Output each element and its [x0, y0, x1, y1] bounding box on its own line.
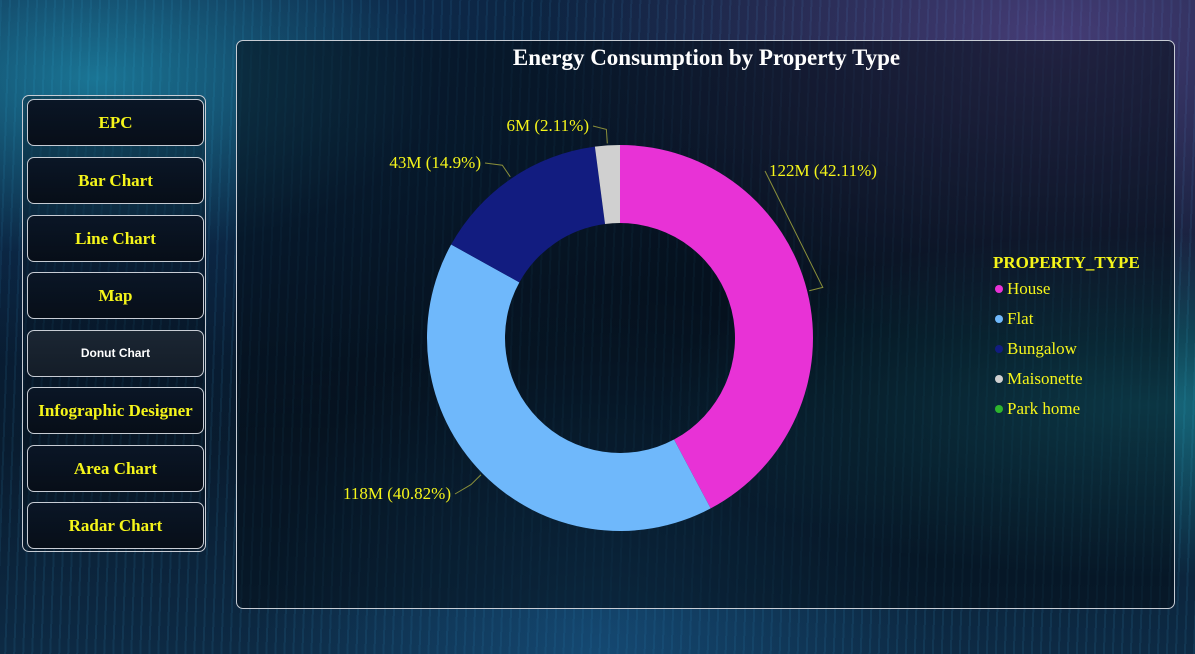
donut-slice-bungalow[interactable] [451, 146, 606, 283]
leader-line [592, 125, 608, 144]
data-label-flat: 118M (40.82%) [343, 484, 451, 503]
legend-item-park-home[interactable]: Park home [995, 399, 1080, 419]
nav-button-epc[interactable]: EPC [27, 99, 204, 146]
legend-dot [995, 345, 1003, 353]
donut-slice-house[interactable] [620, 145, 813, 509]
legend-item-maisonette[interactable]: Maisonette [995, 369, 1083, 389]
legend-label: Flat [1007, 309, 1034, 328]
nav-button-radar-chart[interactable]: Radar Chart [27, 502, 204, 549]
donut-chart: 122M (42.11%) 118M (40.82%) 43M (14.9%) 6M … [343, 116, 877, 532]
data-label-maisonette: 6M (2.11%) [507, 116, 589, 135]
chart-panel: Energy Consumption by Property Type 122M… [236, 40, 1175, 609]
leader-line [484, 162, 511, 178]
nav-button-map[interactable]: Map [27, 272, 204, 319]
legend-item-flat[interactable]: Flat [995, 309, 1033, 329]
legend-dot [995, 315, 1003, 323]
leader-line [454, 474, 482, 495]
nav-button-bar-chart[interactable]: Bar Chart [27, 157, 204, 204]
legend-item-bungalow[interactable]: Bungalow [995, 339, 1077, 359]
chart-title: Energy Consumption by Property Type [512, 45, 901, 70]
legend-label: House [1007, 279, 1051, 298]
nav-button-line-chart[interactable]: Line Chart [27, 215, 204, 262]
nav-sidebar: EPC Bar Chart Line Chart Map Donut Chart… [22, 95, 206, 552]
legend-title: PROPERTY_TYPE [993, 253, 1140, 272]
nav-button-infographic-designer[interactable]: Infographic Designer [27, 387, 204, 434]
legend-label: Bungalow [1007, 339, 1077, 358]
leader-line [764, 170, 824, 292]
legend-dot [995, 405, 1003, 413]
nav-button-area-chart[interactable]: Area Chart [27, 445, 204, 492]
legend-dot [995, 285, 1003, 293]
legend-item-house[interactable]: House [995, 279, 1050, 299]
donut-slice-flat[interactable] [427, 244, 711, 532]
legend-label: Maisonette [1007, 369, 1083, 388]
data-label-house: 122M (42.11%) [769, 161, 877, 180]
nav-button-donut-chart[interactable]: Donut Chart [27, 330, 204, 377]
data-label-bungalow: 43M (14.9%) [389, 153, 481, 172]
donut-slice-maisonette[interactable] [594, 145, 620, 224]
legend-label: Park home [1007, 399, 1081, 418]
legend-dot [995, 375, 1003, 383]
